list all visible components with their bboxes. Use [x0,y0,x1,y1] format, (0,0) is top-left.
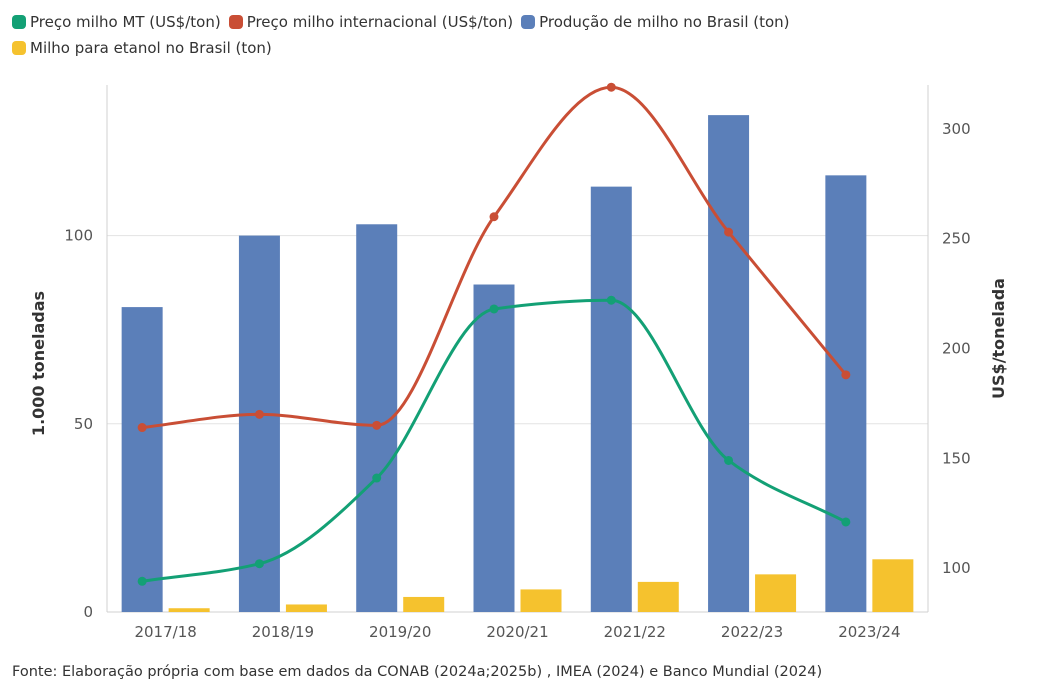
legend-item: Preço milho internacional (US$/ton) [228,12,514,32]
legend-item: Preço milho MT (US$/ton) [12,12,221,32]
bar [755,574,797,612]
line-point [254,409,264,419]
source-note: Fonte: Elaboração própria com base em da… [12,664,823,680]
line-point [724,455,734,465]
legend-swatch [12,15,26,29]
legend-swatch [521,15,536,29]
x-tick-label: 2023/24 [838,623,900,641]
x-tick-label: 2022/23 [721,623,783,641]
left-axis-title: 1.000 toneladas [29,291,48,436]
bar [637,581,679,612]
x-tick-label: 2017/18 [134,623,196,641]
legend-label: Preço milho MT (US$/ton) [30,13,221,31]
bar [825,175,867,613]
legend-item: Milho para etanol no Brasil (ton) [12,38,272,58]
right-tick-label: 250 [942,230,971,248]
legend-label: Preço milho internacional (US$/ton) [246,13,514,31]
legend-item: Produção de milho no Brasil (ton) [521,12,790,32]
legend-swatch [12,41,26,55]
legend-label: Milho para etanol no Brasil (ton) [30,39,272,57]
bar [285,604,327,612]
line-point [372,473,382,483]
line-point [841,517,851,527]
bar [590,186,632,612]
right-tick-label: 150 [942,449,971,467]
right-tick-label: 300 [942,120,971,138]
bar [168,608,210,612]
x-tick-label: 2021/22 [604,623,666,641]
line-point [606,82,616,92]
bar [473,284,515,612]
line-point [137,423,147,433]
right-tick-label: 200 [942,340,971,358]
right-tick-label: 100 [942,559,971,577]
line-point [137,576,147,586]
chart-legend: Preço milho MT (US$/ton) Preço milho inte… [12,12,1032,58]
left-tick-label: 50 [74,415,93,433]
line-point [724,227,734,237]
left-tick-label: 100 [64,227,93,245]
line-point [489,304,499,314]
x-tick-label: 2018/19 [252,623,314,641]
line-point [606,295,616,305]
x-tick-label: 2019/20 [369,623,431,641]
line-point [489,212,499,222]
line-point [372,420,382,430]
right-axis-title: US$/tonelada [989,278,1008,399]
legend-swatch [228,15,243,29]
line-point [254,559,264,569]
bar [708,115,750,612]
left-tick-label: 0 [83,603,93,621]
bar [520,589,562,612]
bar [238,235,280,613]
bar [403,596,445,612]
bar [872,559,914,612]
bar [121,307,163,612]
line-point [841,370,851,380]
x-tick-label: 2020/21 [486,623,548,641]
combo-chart: 0 50 100 100 150 200 250 300 1.000 toneladas US$/… [29,82,1008,641]
legend-label: Produção de milho no Brasil (ton) [539,13,790,31]
